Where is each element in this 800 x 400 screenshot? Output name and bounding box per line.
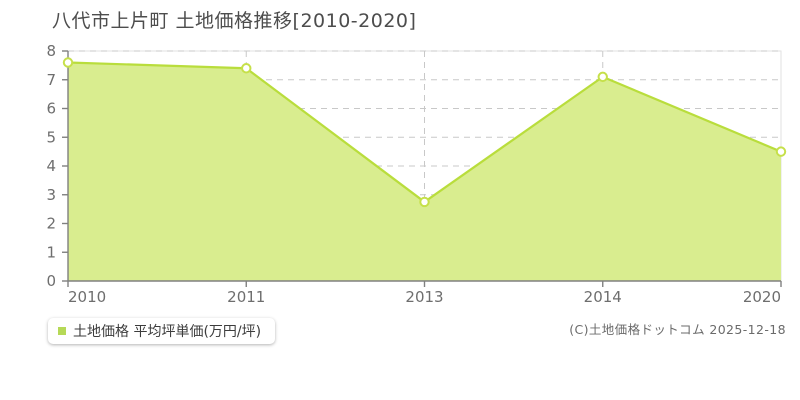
y-axis-tick-label: 4: [46, 157, 56, 175]
copyright-text: (C)土地価格ドットコム 2025-12-18: [569, 322, 786, 337]
y-axis-tick-label: 5: [46, 128, 56, 146]
data-point-marker[interactable]: [419, 196, 430, 208]
x-axis-tick-label: 2020: [743, 288, 781, 306]
y-axis-labels-group: 0 1 2 3 4 5 6 7 8: [46, 42, 56, 290]
legend[interactable]: 土地価格 平均坪単価(万円/坪): [48, 318, 276, 344]
x-axis-tick-label: 2010: [68, 288, 106, 306]
data-point-markers-group: [62, 57, 787, 208]
y-axis-tick-label: 8: [46, 42, 56, 60]
axes-group: [62, 50, 782, 287]
y-axis-tick-label: 1: [46, 243, 56, 261]
x-axis-tick-label: 2013: [405, 288, 443, 306]
legend-swatch-icon: [58, 327, 66, 335]
x-axis-tick-label: 2011: [227, 288, 265, 306]
data-point-marker[interactable]: [241, 63, 252, 74]
legend-label: 土地価格 平均坪単価(万円/坪): [73, 324, 262, 340]
y-axis-tick-label: 0: [46, 272, 56, 290]
data-point-marker[interactable]: [775, 146, 787, 157]
y-axis-tick-label: 2: [46, 215, 56, 233]
data-point-marker[interactable]: [597, 71, 608, 83]
y-axis-tick-label: 3: [46, 186, 56, 204]
y-axis-tick-label: 6: [46, 100, 56, 118]
page-title: 八代市上片町 土地価格推移[2010-2020]: [52, 10, 417, 32]
x-axis-tick-label: 2014: [584, 288, 622, 306]
data-point-marker[interactable]: [62, 57, 74, 68]
x-axis-labels-group: 2010 2011 2013 2014 2020: [68, 288, 781, 306]
y-axis-tick-label: 7: [46, 71, 56, 89]
